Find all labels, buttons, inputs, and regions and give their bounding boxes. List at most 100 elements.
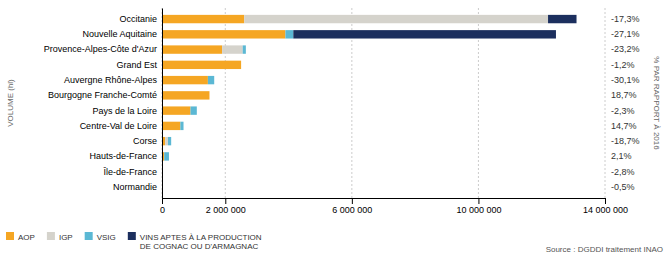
bar [162,122,180,130]
bar [190,106,196,114]
x-tick: 6 000 000 [332,198,372,215]
bar [183,122,184,130]
tick-label: Hauts-de-France [89,151,157,161]
annotation: -17,3% [611,14,640,24]
x-tick: 10 000 000 [456,198,501,215]
bar [222,45,243,53]
chart: 0 2 000 000 6 000 000 10 000 000 14 000 000 O… [0,0,667,256]
bar [209,91,210,99]
bar [208,76,214,84]
axis-line [163,199,606,205]
legend-item: VSIG [85,232,116,242]
grid-line [605,8,606,198]
grid [162,8,605,198]
tick-mark [605,198,606,204]
legend: AOP IGP VSIG VINS APTES À LA PRODUCTIONDE C… [6,232,262,251]
bar [245,45,246,53]
bar [168,137,171,145]
legend-label: VSIG [97,233,116,242]
annotation: -18,7% [611,136,640,146]
bar [171,137,172,145]
bar [241,61,242,69]
bar [162,76,208,84]
bar [162,30,285,38]
tick-mark [352,198,353,204]
legend-item: IGP [47,232,73,242]
tick-label: 2 000 000 [206,205,246,215]
y-tick: Île-de-France [102,167,162,177]
tick-label: Île-de-France [102,167,157,177]
grid-line [162,8,163,198]
y-tick: Grand Est [116,60,162,70]
bar [548,15,576,23]
annotation: -0,5% [611,182,635,192]
legend-item: VINS APTES À LA PRODUCTIONDE COGNAC OU D… [128,232,262,251]
bar [241,61,242,69]
bar [168,152,169,160]
tick-label: Auvergne Rhône-Alpes [64,75,158,85]
bar [164,152,169,160]
bar-series [162,15,285,191]
x-tick: 14 000 000 [583,198,628,215]
bar [162,106,190,114]
legend-swatch [85,232,93,240]
y-tick: Hauts-de-France [89,151,162,161]
bar-series [164,30,293,160]
y-tick: Provence-Alpes-Côte d'Azur [44,44,162,54]
x-tick: 0 [160,198,165,215]
source: Source : DGDDI traitement INAO [546,245,663,254]
legend-label-line: AOP [18,233,35,242]
legend-swatch [47,232,55,240]
tick-label: Pays de la Loire [92,106,157,116]
tick-label: Provence-Alpes-Côte d'Azur [44,44,157,54]
tick-label: Grand Est [116,60,157,70]
tick-label: Bourgogne Franche-Comté [48,90,157,100]
bar [244,15,548,23]
y-tick: Nouvelle Aquitaine [82,29,162,39]
tick-label: 6 000 000 [332,205,372,215]
y-tick: Corse [133,136,162,146]
y-tick: Pays de la Loire [92,106,162,116]
tick-label: 0 [160,205,165,215]
bar-series [293,15,576,39]
bar [243,45,246,53]
y-tick: Occitanie [119,14,162,24]
bar [209,91,210,99]
tick-label: Occitanie [119,14,157,24]
bar [214,76,215,84]
legend-swatch [6,232,14,240]
bar [162,61,241,69]
y-axis: Occitanie Nouvelle Aquitaine Provence-Alpe… [44,9,163,199]
bars [162,15,577,191]
annotation: -30,1% [611,75,640,85]
bar [162,45,222,53]
y2-axis-title: % PAR RAPPORT À 2016 [652,56,661,150]
y-tick: Centre-Val de Loire [80,121,162,131]
tick-label: Nouvelle Aquitaine [82,29,157,39]
annotation: -2,8% [611,167,635,177]
annotation: 14,7% [611,121,637,131]
bar [241,61,242,69]
chart-container: 0 2 000 000 6 000 000 10 000 000 14 000 000 O… [0,0,667,256]
annotation: -23,2% [611,44,640,54]
annotation: -27,1% [611,29,640,39]
x-tick: 2 000 000 [206,198,246,215]
bar [285,30,293,38]
annotation: -2,3% [611,106,635,116]
legend-label: VINS APTES À LA PRODUCTIONDE COGNAC OU D… [140,233,262,251]
bar [162,91,209,99]
axis-line [162,9,163,199]
annotation: 2,1% [611,151,632,161]
bar [165,137,168,145]
tick-mark [225,198,226,204]
legend-label: IGP [59,233,73,242]
bar [293,30,556,38]
tick-label: Centre-Val de Loire [80,121,157,131]
tick-label: Corse [133,136,157,146]
bar [162,15,244,23]
bar [196,106,197,114]
x-axis: 0 2 000 000 6 000 000 10 000 000 14 000 000 [160,198,628,215]
y-tick: Bourgogne Franche-Comté [48,90,162,100]
y-axis-title: VOLUME (hl) [6,79,15,127]
annotation: 18,7% [611,90,637,100]
